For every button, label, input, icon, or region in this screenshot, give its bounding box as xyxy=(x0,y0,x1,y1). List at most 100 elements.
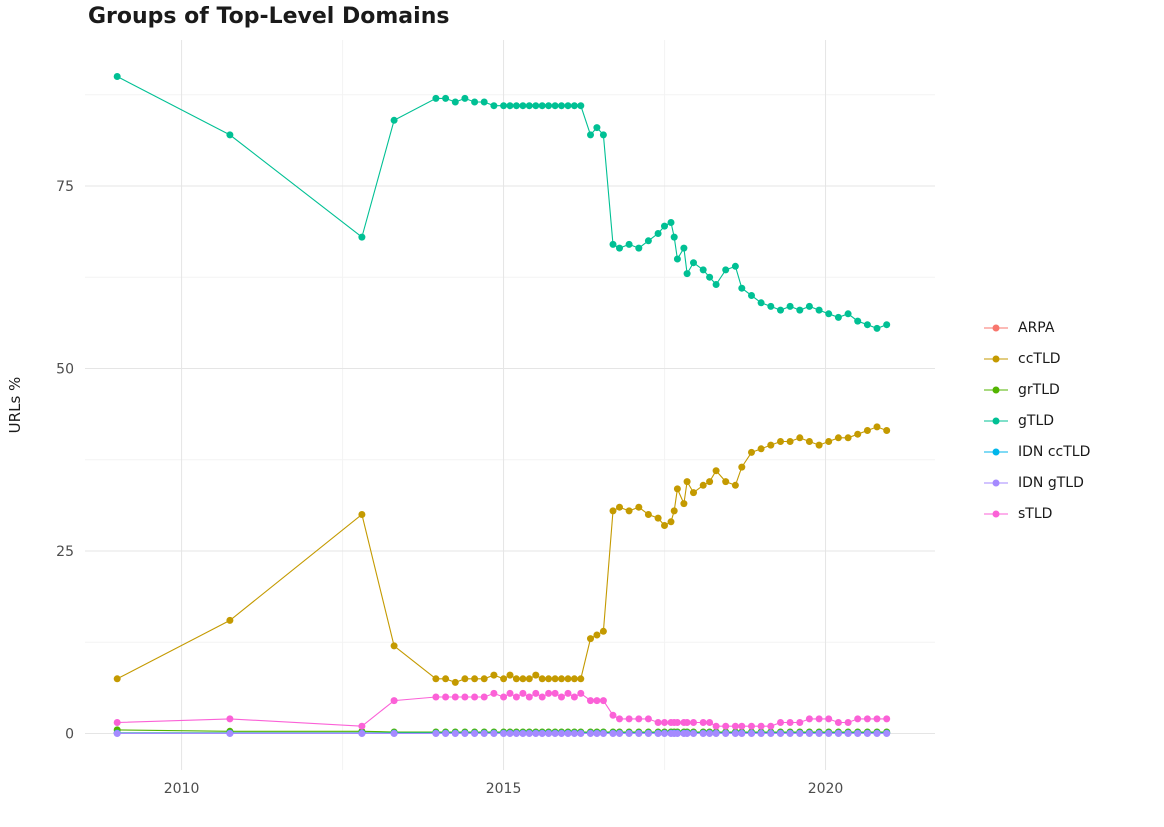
data-point xyxy=(538,102,546,110)
legend-key-point xyxy=(992,510,1000,518)
legend-item-gtld: gTLD xyxy=(983,411,1090,431)
data-point xyxy=(786,438,794,445)
series-cctld xyxy=(113,423,891,686)
data-point xyxy=(825,715,833,723)
data-point xyxy=(512,693,520,701)
tick-labels: 0 25 50 75 2010 2015 2020 xyxy=(56,179,843,797)
data-point xyxy=(490,730,498,737)
legend-key-point xyxy=(992,417,1000,425)
data-point xyxy=(587,635,594,643)
data-point xyxy=(616,730,623,737)
legend-key-icon xyxy=(984,448,1008,456)
legend-label: IDN ccTLD xyxy=(1018,444,1091,460)
data-point xyxy=(442,730,450,737)
data-point xyxy=(873,423,881,431)
data-point xyxy=(767,730,775,737)
data-point xyxy=(609,507,617,515)
data-point xyxy=(699,719,707,726)
data-point xyxy=(706,273,714,281)
y-tick-label: 0 xyxy=(65,727,74,743)
data-point xyxy=(451,693,459,701)
data-point xyxy=(796,719,804,726)
legend-key-point xyxy=(992,479,1000,487)
data-point xyxy=(815,730,823,737)
data-point xyxy=(863,321,871,329)
data-point xyxy=(654,514,662,522)
gridlines xyxy=(85,40,935,770)
legend-item-stld: sTLD xyxy=(983,504,1090,524)
data-point xyxy=(432,730,440,737)
data-point xyxy=(644,730,652,737)
data-point xyxy=(551,675,559,683)
data-point xyxy=(564,689,572,697)
data-point xyxy=(683,478,691,486)
data-point xyxy=(673,719,681,726)
legend-key-icon xyxy=(984,479,1008,487)
data-point xyxy=(844,434,852,442)
data-point xyxy=(593,730,601,737)
data-point xyxy=(767,302,775,310)
data-point xyxy=(512,102,520,110)
data-point xyxy=(738,730,746,737)
data-point xyxy=(461,693,469,701)
data-point xyxy=(805,730,813,737)
data-point xyxy=(461,730,469,737)
data-point xyxy=(873,324,881,332)
data-point xyxy=(564,730,572,737)
data-point xyxy=(786,719,794,726)
data-point xyxy=(777,306,784,314)
data-point xyxy=(644,715,652,723)
data-point xyxy=(490,671,498,679)
data-point xyxy=(722,478,730,486)
data-point xyxy=(451,678,459,686)
data-point xyxy=(748,730,755,737)
data-point xyxy=(722,266,730,274)
data-point xyxy=(654,719,662,726)
data-point xyxy=(690,259,697,267)
data-point xyxy=(506,102,514,110)
data-point xyxy=(471,693,479,701)
data-point xyxy=(609,711,617,719)
data-point xyxy=(442,94,450,102)
data-point xyxy=(461,94,469,102)
data-point xyxy=(506,689,514,697)
legend-label: ARPA xyxy=(1018,320,1055,336)
data-point xyxy=(551,102,559,110)
data-point xyxy=(644,511,652,518)
data-point xyxy=(599,627,607,635)
data-point xyxy=(506,730,514,737)
data-point xyxy=(731,481,739,489)
data-point xyxy=(525,102,533,110)
data-point xyxy=(490,689,498,697)
data-point xyxy=(667,219,675,226)
data-point xyxy=(570,102,578,110)
data-point xyxy=(854,430,862,438)
data-point xyxy=(748,448,755,456)
y-tick-label: 50 xyxy=(56,362,74,378)
legend-key-point xyxy=(992,386,1000,394)
series-line xyxy=(116,76,887,329)
data-point xyxy=(738,463,746,471)
data-point xyxy=(570,675,578,683)
legend-key-point xyxy=(992,448,1000,456)
data-point xyxy=(635,244,643,252)
legend-key-icon xyxy=(984,386,1008,394)
data-point xyxy=(767,441,775,449)
data-point xyxy=(854,317,862,325)
data-point xyxy=(113,675,121,683)
data-point xyxy=(538,730,546,737)
x-tick-label: 2020 xyxy=(808,781,844,797)
data-point xyxy=(593,124,601,132)
series-stld xyxy=(113,689,891,730)
data-point xyxy=(805,302,813,310)
data-point xyxy=(654,730,662,737)
data-point xyxy=(748,292,755,299)
data-point xyxy=(551,730,559,737)
data-point xyxy=(512,675,520,683)
data-point xyxy=(690,730,697,737)
data-point xyxy=(226,730,234,737)
data-point xyxy=(680,500,688,508)
data-point xyxy=(661,522,668,529)
data-point xyxy=(545,675,553,683)
data-point xyxy=(635,715,643,723)
